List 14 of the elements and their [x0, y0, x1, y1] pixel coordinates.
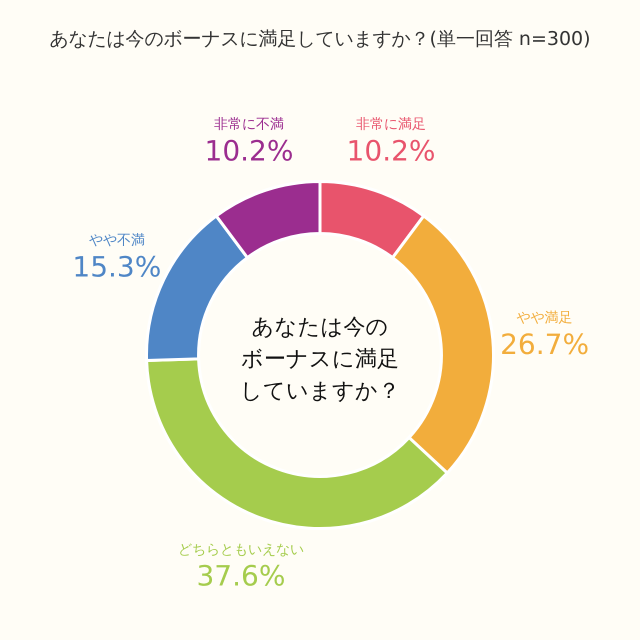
slice-label: 非常に満足: [356, 116, 426, 133]
slice-label: やや満足: [516, 310, 573, 326]
text: あなたは今の: [250, 314, 390, 342]
data-label: 26.7%: [500, 328, 590, 361]
slice-label: やや不満: [88, 232, 145, 249]
text: していますか？: [239, 378, 401, 406]
data-label: 10.2%: [204, 134, 294, 168]
text: ボーナスに満足: [240, 346, 400, 374]
slice-label: 非常に不満: [214, 116, 284, 133]
data-label: 15.3%: [72, 250, 162, 284]
chart-title: あなたは今のボーナスに満足していますか？(単一回答 n=300): [48, 27, 592, 52]
data-label: 37.6%: [196, 559, 286, 592]
slice-label: どちらともいえない: [178, 542, 304, 558]
data-label: 10.2%: [346, 134, 436, 168]
